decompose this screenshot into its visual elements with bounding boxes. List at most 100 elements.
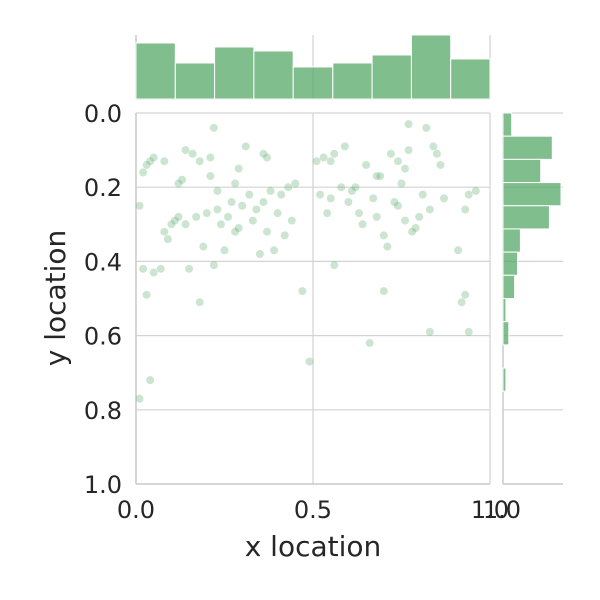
right-hist-x-tick-label: 1.0 (483, 496, 521, 524)
right-hist-bar (502, 251, 518, 276)
scatter-point (471, 186, 480, 195)
top-hist-bar (253, 50, 294, 100)
scatter-point (224, 212, 233, 221)
scatter-point (298, 287, 307, 296)
scatter-point (457, 298, 466, 307)
top-hist-bar (214, 46, 255, 100)
scatter-point (234, 164, 243, 173)
top-marginal-histogram (135, 34, 491, 100)
scatter-point (248, 216, 257, 225)
scatter-point (149, 268, 158, 277)
scatter-point (139, 168, 148, 177)
scatter-point (312, 157, 321, 166)
top-hist-bar (371, 54, 412, 100)
scatter-point (241, 142, 250, 151)
scatter-point (160, 227, 169, 236)
scatter-point (213, 186, 222, 195)
scatter-point (422, 123, 431, 132)
scatter-point (284, 183, 293, 192)
scatter-point (291, 179, 300, 188)
scatter-point (358, 220, 367, 229)
main-plot-grid (135, 35, 563, 485)
scatter-point (209, 123, 218, 132)
x-tick-label: 0.0 (117, 496, 155, 524)
scatter-point (167, 220, 176, 229)
scatter-point (372, 172, 381, 181)
top-hist-bar (450, 58, 491, 100)
scatter-point (142, 160, 151, 169)
scatter-point (142, 290, 151, 299)
scatter-point (461, 290, 470, 299)
scatter-point (464, 327, 473, 336)
scatter-point (408, 227, 417, 236)
scatter-point (340, 142, 349, 151)
scatter-point (160, 157, 169, 166)
right-hist-bar (502, 182, 562, 207)
scatter-point (439, 194, 448, 203)
scatter-point (404, 146, 413, 155)
scatter-point (139, 264, 148, 273)
scatter-point (195, 157, 204, 166)
y-tick-labels: 0.0 0.2 0.4 0.6 0.8 1.0 (84, 100, 122, 499)
scatter-point (432, 149, 441, 158)
scatter-point (227, 198, 236, 207)
x-tick-labels: 0.0 0.5 1.01.0 (117, 496, 521, 524)
y-axis-label: y location (39, 230, 72, 367)
scatter-point (386, 149, 395, 158)
scatter-point (277, 190, 286, 199)
scatter-point (393, 157, 402, 166)
scatter-point (252, 205, 261, 214)
scatter-point (135, 201, 144, 210)
scatter-point (185, 264, 194, 273)
scatter-point (393, 201, 402, 210)
scatter-point (401, 216, 410, 225)
scatter-point (330, 261, 339, 270)
x-axis-label: x location (245, 530, 382, 563)
scatter-point (454, 246, 463, 255)
scatter-point (347, 186, 356, 195)
scatter-point (319, 153, 328, 162)
scatter-point (383, 242, 392, 251)
scatter-point (337, 183, 346, 192)
scatter-point (401, 164, 410, 173)
scatter-point (262, 227, 271, 236)
scatter-point (415, 212, 424, 221)
scatter-point (355, 209, 364, 218)
scatter-point (344, 198, 353, 207)
right-hist-bar (502, 321, 510, 346)
scatter-point (362, 160, 371, 169)
scatter-point (397, 179, 406, 188)
scatter-point (461, 205, 470, 214)
scatter-point (330, 149, 339, 158)
scatter-point (202, 209, 211, 218)
scatter-point (266, 186, 275, 195)
scatter-point (305, 357, 314, 366)
scatter-point (149, 153, 158, 162)
y-tick-label: 0.6 (84, 323, 122, 351)
scatter-point (323, 209, 332, 218)
scatter-point (146, 376, 155, 385)
scatter-point (379, 231, 388, 240)
scatter-point (372, 212, 381, 221)
scatter-point (135, 394, 144, 403)
scatter-point (206, 153, 215, 162)
scatter-point (174, 212, 183, 221)
scatter-points (135, 120, 480, 403)
x-tick-label: 1.0 (471, 496, 509, 524)
scatter-point (238, 201, 247, 210)
y-tick-label: 0.8 (84, 397, 122, 425)
scatter-point (376, 172, 385, 181)
scatter-point (174, 179, 183, 188)
scatter-point (390, 198, 399, 207)
scatter-point (436, 160, 445, 169)
scatter-point (181, 220, 190, 229)
right-hist-bar (502, 112, 513, 137)
scatter-point (316, 190, 325, 199)
scatter-point (351, 183, 360, 192)
scatter-point (234, 224, 243, 233)
scatter-point (429, 142, 438, 151)
y-tick-label: 0.0 (84, 100, 122, 128)
scatter-point (411, 224, 420, 233)
scatter-point (425, 327, 434, 336)
scatter-point (425, 205, 434, 214)
